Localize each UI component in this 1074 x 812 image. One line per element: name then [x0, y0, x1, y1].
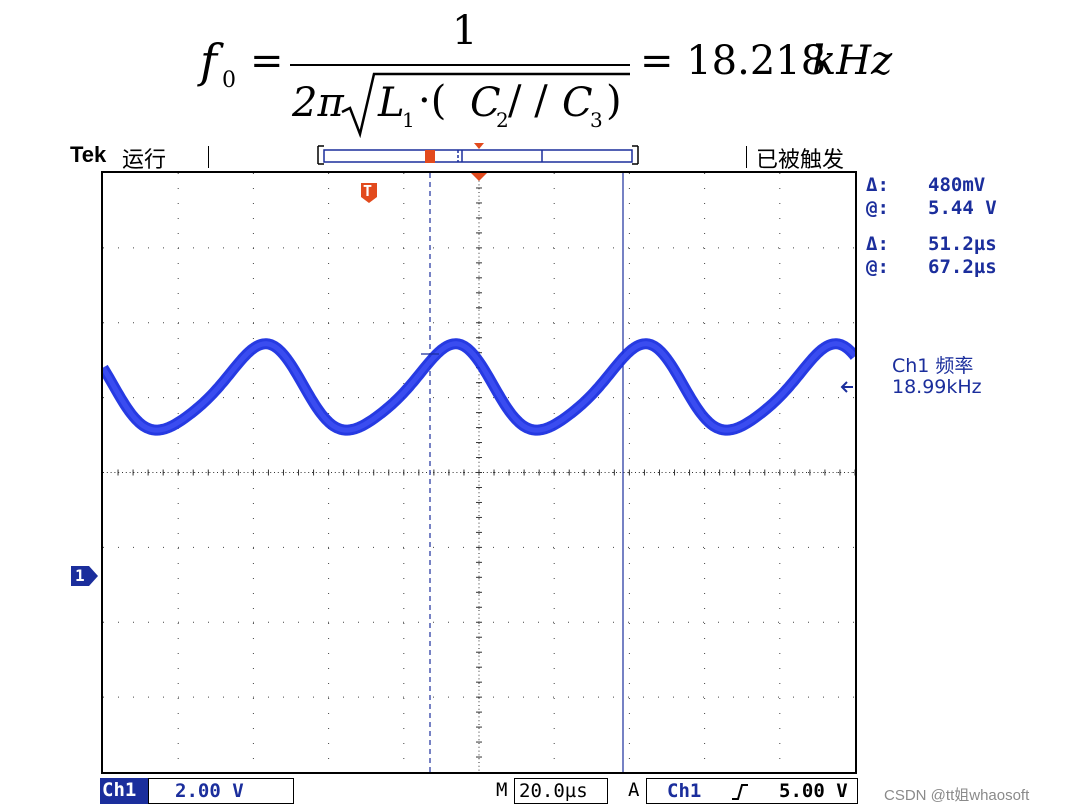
record-window-indicator [317, 143, 639, 165]
formula-numerator: 1 [452, 8, 478, 54]
measurement-value: 18.99kHz [892, 376, 982, 398]
timebase-box[interactable]: 20.0µs [514, 778, 608, 804]
formula-C3: C [562, 80, 593, 126]
formula-C3-sub: 3 [590, 108, 603, 132]
formula-lhs-sub: 0 [222, 68, 236, 93]
formula-lhs: f [200, 34, 218, 88]
cursor-readout: Δ: 480mV @: 5.44 V Δ: 51.2µs @: 67.2µs [866, 174, 1066, 284]
header-divider [208, 146, 209, 168]
trigger-settings-box[interactable]: Ch1 5.00 V [646, 778, 858, 804]
trigger-marker-label: T [363, 182, 373, 200]
header-divider-right [746, 146, 747, 168]
at-v-label: @: [866, 197, 889, 219]
trigger-mode-label: A [628, 779, 640, 801]
measurement-label: Ch1 频率 [892, 355, 974, 377]
delta-v-value: 480mV [928, 174, 986, 196]
formula-L: L [378, 80, 405, 126]
graticule [103, 173, 855, 772]
trigger-position-marker[interactable]: T [360, 182, 378, 204]
channel-1-marker[interactable]: 1 [70, 565, 100, 587]
at-t-label: @: [866, 256, 889, 278]
formula-parallel: / / [508, 78, 548, 124]
formula-dot-paren: ·( [418, 78, 447, 124]
at-v-value: 5.44 V [928, 197, 997, 219]
formula-L-sub: 1 [402, 108, 415, 132]
formula-two-pi: 2π [292, 80, 344, 126]
trigger-source: Ch1 [667, 780, 702, 802]
fraction-bar [290, 64, 630, 66]
channel-1-button[interactable]: Ch1 [100, 778, 148, 804]
vertical-scale-value: 2.00 V [175, 780, 244, 802]
run-state: 运行 [122, 148, 167, 173]
trigger-marker-icon [361, 183, 377, 203]
at-t-value: 67.2µs [928, 256, 997, 278]
ch1-waveform-core [103, 341, 855, 433]
formula-equals: = [250, 38, 284, 84]
frequency-measurement: Ch1 频率 18.99kHz [892, 356, 1062, 404]
frequency-formula: f 0 = 1 2π L 1 ·( C 2 / / C 3 ) = 18.218… [0, 0, 1074, 140]
trigger-level: 5.00 V [779, 780, 848, 802]
trace-level-arrow-icon [840, 381, 853, 393]
scope-screen[interactable] [101, 171, 857, 774]
delta-v-label: Δ: [866, 174, 889, 196]
vertical-scale-box[interactable]: 2.00 V [148, 778, 294, 804]
timebase-label: M [496, 779, 508, 801]
channel-marker-label: 1 [75, 566, 85, 585]
formula-C2: C [470, 80, 501, 126]
formula-C2-sub: 2 [496, 108, 509, 132]
sqrt-sign-icon [341, 72, 630, 138]
delta-t-value: 51.2µs [928, 233, 997, 255]
channel-1-label: Ch1 [102, 779, 137, 801]
delta-t-label: Δ: [866, 233, 889, 255]
trigger-point-marker [471, 173, 487, 181]
trigger-status: 已被触发 [756, 148, 845, 173]
timebase-value: 20.0µs [519, 780, 588, 802]
formula-rhs: = 18.218 [640, 38, 827, 84]
channel-marker-icon [71, 566, 98, 586]
formula-rhs-unit: kHz [812, 38, 893, 84]
brand-logo: Tek [70, 142, 107, 167]
watermark: CSDN @tt姐whaosoft [884, 787, 1030, 804]
rising-edge-icon [732, 784, 748, 800]
formula-close-paren: ) [606, 78, 622, 124]
